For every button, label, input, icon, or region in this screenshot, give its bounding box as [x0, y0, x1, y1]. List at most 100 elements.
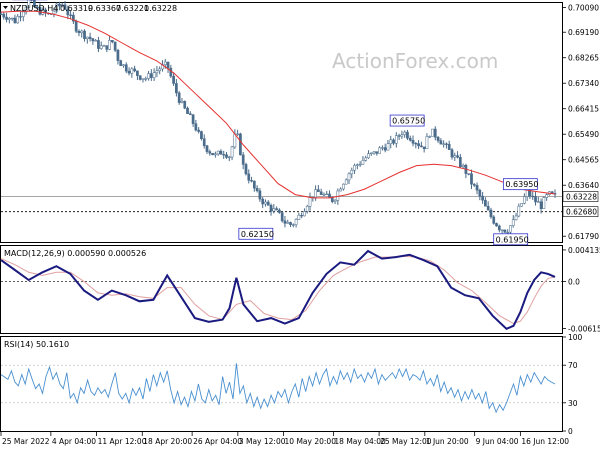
- candle-body: [509, 225, 512, 233]
- candle-body: [172, 75, 175, 84]
- candle-body: [21, 11, 25, 17]
- candle-body: [69, 14, 72, 16]
- candle-body: [2, 13, 6, 18]
- candle-body: [241, 154, 245, 165]
- candle-body: [183, 101, 187, 109]
- price-tick-label: 0.61790: [568, 232, 599, 241]
- candle-body: [517, 205, 521, 217]
- rsi-tick-label: 70: [568, 361, 578, 370]
- candle-body: [27, 0, 31, 8]
- candle-body: [364, 157, 368, 161]
- candle-body: [450, 149, 454, 158]
- candle-body: [500, 229, 504, 231]
- candle-body: [147, 73, 150, 79]
- candle-body: [486, 205, 490, 211]
- candle-body: [492, 216, 496, 224]
- candle-body: [180, 101, 184, 103]
- candle-body: [350, 169, 354, 175]
- price-annotation-box: [493, 233, 529, 246]
- price-tag-label: 0.62680: [566, 208, 597, 217]
- candle-body: [428, 136, 432, 138]
- candle-body: [353, 165, 356, 171]
- candle-body: [317, 189, 320, 193]
- candle-body: [294, 219, 298, 225]
- candle-body: [461, 165, 465, 168]
- price-tick-label: 0.69190: [568, 28, 599, 37]
- price-annotation-label: 0.62150: [241, 230, 274, 239]
- price-axis: 0.70090 0.69190 0.68265 0.67340 0.66415 0.654…: [562, 3, 599, 241]
- candle-body: [300, 214, 304, 217]
- candle-body: [239, 133, 242, 156]
- candle-body: [138, 75, 142, 80]
- candle-body: [470, 173, 473, 185]
- candle-body: [236, 133, 239, 135]
- candle-body: [166, 61, 170, 69]
- candle-body: [252, 180, 256, 189]
- candle-body: [403, 131, 407, 135]
- candle-body: [141, 78, 145, 80]
- candle-body: [542, 197, 546, 209]
- candle-body: [392, 139, 395, 144]
- candle-body: [375, 151, 379, 154]
- candle-body: [250, 180, 253, 182]
- candle-body: [445, 143, 448, 145]
- price-tags: 0.63228 0.62680: [562, 191, 599, 217]
- candle-body: [322, 194, 326, 196]
- candle-body: [264, 201, 267, 205]
- candle-body: [525, 189, 529, 197]
- candle-body: [545, 194, 548, 198]
- candle-body: [127, 70, 131, 74]
- candle-body: [417, 143, 420, 147]
- candle-body: [177, 92, 181, 103]
- candle-body: [408, 137, 412, 141]
- candle-body: [433, 128, 437, 138]
- candle-body: [111, 40, 114, 43]
- macd-axis: 0.004135 0.0 -0.00615: [562, 246, 600, 333]
- time-tick-label: 10 May 20:00: [285, 437, 337, 446]
- moving-average-line: [0, 10, 556, 199]
- candle-body: [230, 146, 234, 158]
- candle-body: [136, 70, 139, 76]
- candle-body: [369, 152, 373, 154]
- rsi-label: RSI(14) 50.1610: [4, 340, 69, 349]
- candle-body: [336, 190, 340, 201]
- candle-body: [520, 203, 523, 207]
- candle-body: [286, 222, 290, 224]
- macd-panel-frame: [0, 245, 563, 334]
- time-tick-label: 25 May 12:00: [380, 437, 432, 446]
- candle-body: [163, 61, 167, 65]
- candle-body: [222, 154, 226, 156]
- candle-body: [325, 193, 329, 196]
- macd-main-line: [0, 249, 556, 330]
- candle-body: [411, 140, 415, 144]
- price-header-arrow-icon: [3, 6, 8, 9]
- candle-body: [66, 9, 70, 16]
- candle-body: [55, 3, 59, 12]
- candle-body: [269, 205, 273, 212]
- candle-body: [400, 134, 404, 137]
- macd-tick-label: 0.0: [568, 277, 580, 286]
- candle-body: [99, 45, 103, 49]
- candle-body: [453, 155, 457, 158]
- candle-body: [481, 195, 484, 201]
- candle-body: [233, 133, 237, 148]
- time-tick-label: 18 May 04:00: [334, 437, 386, 446]
- candle-body: [216, 150, 220, 155]
- macd-tick-label: -0.00615: [568, 324, 600, 333]
- candle-body: [130, 68, 134, 74]
- candle-body: [186, 107, 189, 114]
- candle-body: [484, 199, 487, 207]
- rsi-line: [0, 363, 556, 414]
- candle-body: [74, 20, 78, 32]
- candle-body: [80, 30, 84, 34]
- candle-body: [314, 189, 317, 198]
- candle-body: [297, 214, 301, 220]
- price-header-symbol: NZDUSD,H4: [10, 4, 58, 13]
- candle-body: [116, 50, 120, 61]
- candle-body: [158, 68, 162, 72]
- candle-body: [308, 197, 312, 207]
- price-annotation-label: 0.65750: [392, 117, 425, 126]
- candle-body: [8, 18, 11, 20]
- candle-body: [456, 155, 459, 158]
